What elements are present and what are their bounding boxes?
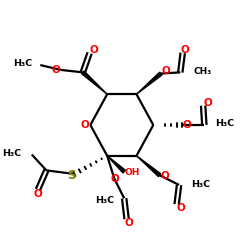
Polygon shape (82, 71, 107, 94)
Text: S: S (67, 170, 76, 182)
Text: O: O (110, 174, 119, 184)
Text: O: O (181, 44, 190, 54)
Text: H₃C: H₃C (95, 196, 114, 205)
Text: H₃C: H₃C (215, 119, 234, 128)
Text: OH: OH (124, 168, 140, 177)
Polygon shape (136, 156, 161, 176)
Polygon shape (107, 156, 126, 173)
Text: H₃C: H₃C (191, 180, 210, 190)
Text: O: O (34, 189, 42, 199)
Text: H₃C: H₃C (2, 149, 22, 158)
Text: O: O (125, 218, 134, 228)
Text: O: O (52, 65, 60, 75)
Text: O: O (161, 66, 170, 76)
Text: O: O (160, 172, 169, 181)
Text: O: O (177, 203, 186, 213)
Text: H₃C: H₃C (13, 59, 32, 68)
Text: CH₃: CH₃ (194, 67, 212, 76)
Text: O: O (81, 120, 90, 130)
Text: O: O (182, 120, 191, 130)
Text: O: O (90, 45, 98, 55)
Polygon shape (136, 72, 162, 94)
Text: O: O (203, 98, 212, 108)
